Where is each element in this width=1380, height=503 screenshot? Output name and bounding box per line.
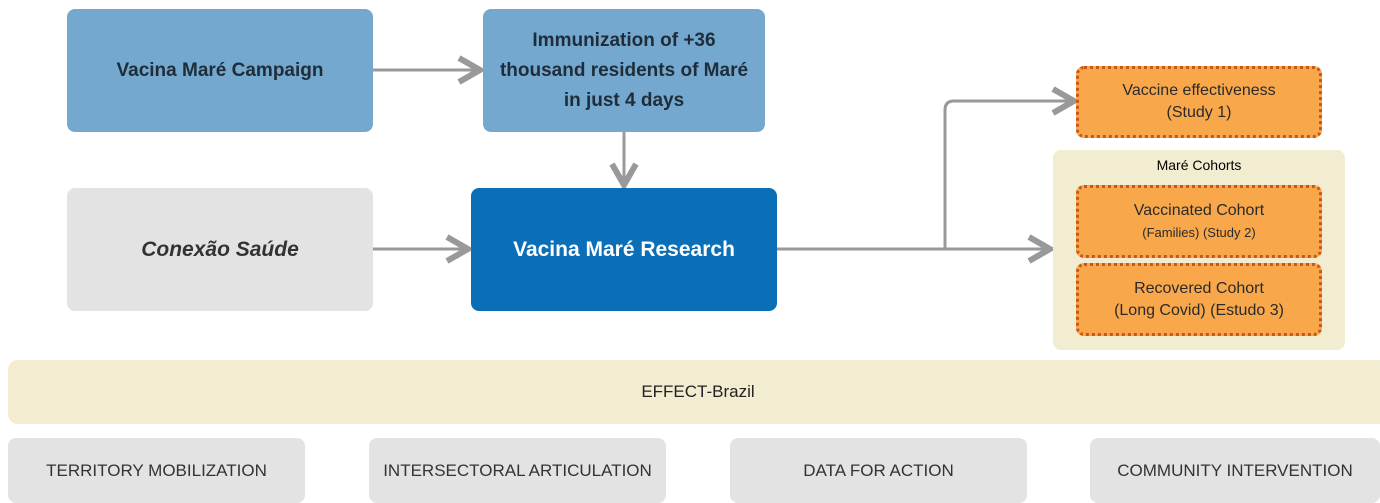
node: Vaccine effectiveness (Study 1) — [1076, 66, 1322, 138]
group-label: Maré Cohorts — [1156, 157, 1242, 173]
pillar: TERRITORY MOBILIZATION — [8, 438, 305, 503]
label: Vaccine effectiveness — [1122, 82, 1276, 99]
pillar: INTERSECTORAL ARTICULATION — [369, 438, 666, 503]
node: Vacina Maré Research — [471, 188, 777, 311]
node: Conexão Saúde — [67, 188, 373, 311]
node: Vaccinated Cohort (Families) (Study 2) — [1076, 185, 1322, 258]
node: Vacina Maré Campaign — [67, 9, 373, 132]
label: Vaccinated Cohort — [1133, 201, 1265, 219]
node: Immunization of +36 thousand residents o… — [483, 9, 765, 132]
pillar: DATA FOR ACTION — [730, 438, 1027, 503]
sublabel: (Long Covid) (Estudo 3) — [1114, 301, 1284, 319]
banner: EFFECT-Brazil — [8, 360, 1380, 424]
node: Recovered Cohort (Long Covid) (Estudo 3) — [1076, 263, 1322, 336]
sublabel: (Study 1) — [1166, 104, 1232, 121]
sublabel: (Families) (Study 2) — [1142, 224, 1256, 240]
pillar: COMMUNITY INTERVENTION — [1090, 438, 1380, 503]
label: Recovered Cohort — [1134, 279, 1264, 297]
